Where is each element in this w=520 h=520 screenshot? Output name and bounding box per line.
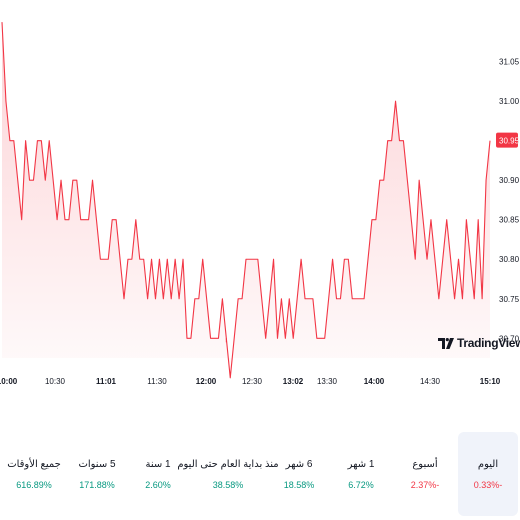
period-change: 0.33%- xyxy=(473,479,503,490)
period-label: اليوم xyxy=(477,458,499,470)
logo-text: TradingView xyxy=(457,336,520,350)
period-change: 2.37%- xyxy=(410,479,440,490)
period-4[interactable]: منذ بداية العام حتى اليوم 38.58% xyxy=(177,430,278,518)
period-change: 171.88% xyxy=(79,479,115,490)
x-tick-label: 12:30 xyxy=(242,377,263,386)
y-tick-label: 30.90 xyxy=(499,176,520,185)
x-tick-label: 10:30 xyxy=(45,377,66,386)
tradingview-logo: TradingView xyxy=(438,333,520,353)
period-label: جميع الأوقات xyxy=(7,458,61,470)
period-label: 1 شهر xyxy=(347,458,375,470)
x-tick-label: 14:00 xyxy=(364,377,385,386)
x-tick-label: 11:30 xyxy=(147,377,167,386)
price-line xyxy=(1,22,491,379)
period-label: 1 سنة xyxy=(145,458,171,470)
y-tick-label: 30.70 xyxy=(499,334,520,343)
performance-periods: اليوم 0.33%- أسبوع 2.37%- 1 شهر 6.72% 6 شهر 18.… xyxy=(0,430,520,520)
x-tick-label: 13:30 xyxy=(317,377,338,386)
x-tick-label: 14:30 xyxy=(420,377,441,386)
period-change: 18.58% xyxy=(283,479,315,490)
period-change: 616.89% xyxy=(16,479,52,490)
period-0[interactable]: اليوم 0.33%- xyxy=(458,432,518,516)
tradingview-logo-icon xyxy=(438,337,454,349)
x-tick-label: 11:01 xyxy=(96,377,117,386)
price-chart[interactable]: 30.70 30.75 30.80 30.85 30.90 30.95 31.00 31.05… xyxy=(0,0,520,400)
y-tick-label: 31.00 xyxy=(499,97,520,106)
last-price-badge xyxy=(496,132,518,148)
x-tick-label: 15:10 xyxy=(480,377,501,386)
period-label: 6 شهر xyxy=(285,458,313,470)
period-1[interactable]: أسبوع 2.37%- xyxy=(394,430,456,518)
x-tick-label: 13:02 xyxy=(283,377,304,386)
y-tick-label: 30.75 xyxy=(499,295,520,304)
period-label: 5 سنوات xyxy=(78,458,116,470)
period-6[interactable]: 5 سنوات 171.88% xyxy=(66,430,128,518)
price-area-fill xyxy=(2,22,490,378)
period-label: منذ بداية العام حتى اليوم xyxy=(177,458,279,470)
x-tick-label: 12:00 xyxy=(196,377,217,386)
period-7[interactable]: جميع الأوقات 616.89% xyxy=(2,430,66,518)
y-tick-label: 30.80 xyxy=(499,255,520,264)
period-label: أسبوع xyxy=(412,458,438,470)
period-change: 38.58% xyxy=(212,479,244,490)
x-tick-label: 10:00 xyxy=(0,377,18,386)
period-3[interactable]: 6 شهر 18.58% xyxy=(268,430,330,518)
period-5[interactable]: 1 سنة 2.60% xyxy=(128,430,188,518)
y-tick-label: 30.85 xyxy=(499,216,520,225)
period-2[interactable]: 1 شهر 6.72% xyxy=(330,430,392,518)
y-tick-label: 31.05 xyxy=(499,58,520,67)
last-price-label: 30.95 xyxy=(499,137,520,146)
period-change: 2.60% xyxy=(145,479,171,490)
chart-svg[interactable]: 30.70 30.75 30.80 30.85 30.90 30.95 31.00 31.05… xyxy=(0,0,520,400)
period-change: 6.72% xyxy=(348,479,374,490)
